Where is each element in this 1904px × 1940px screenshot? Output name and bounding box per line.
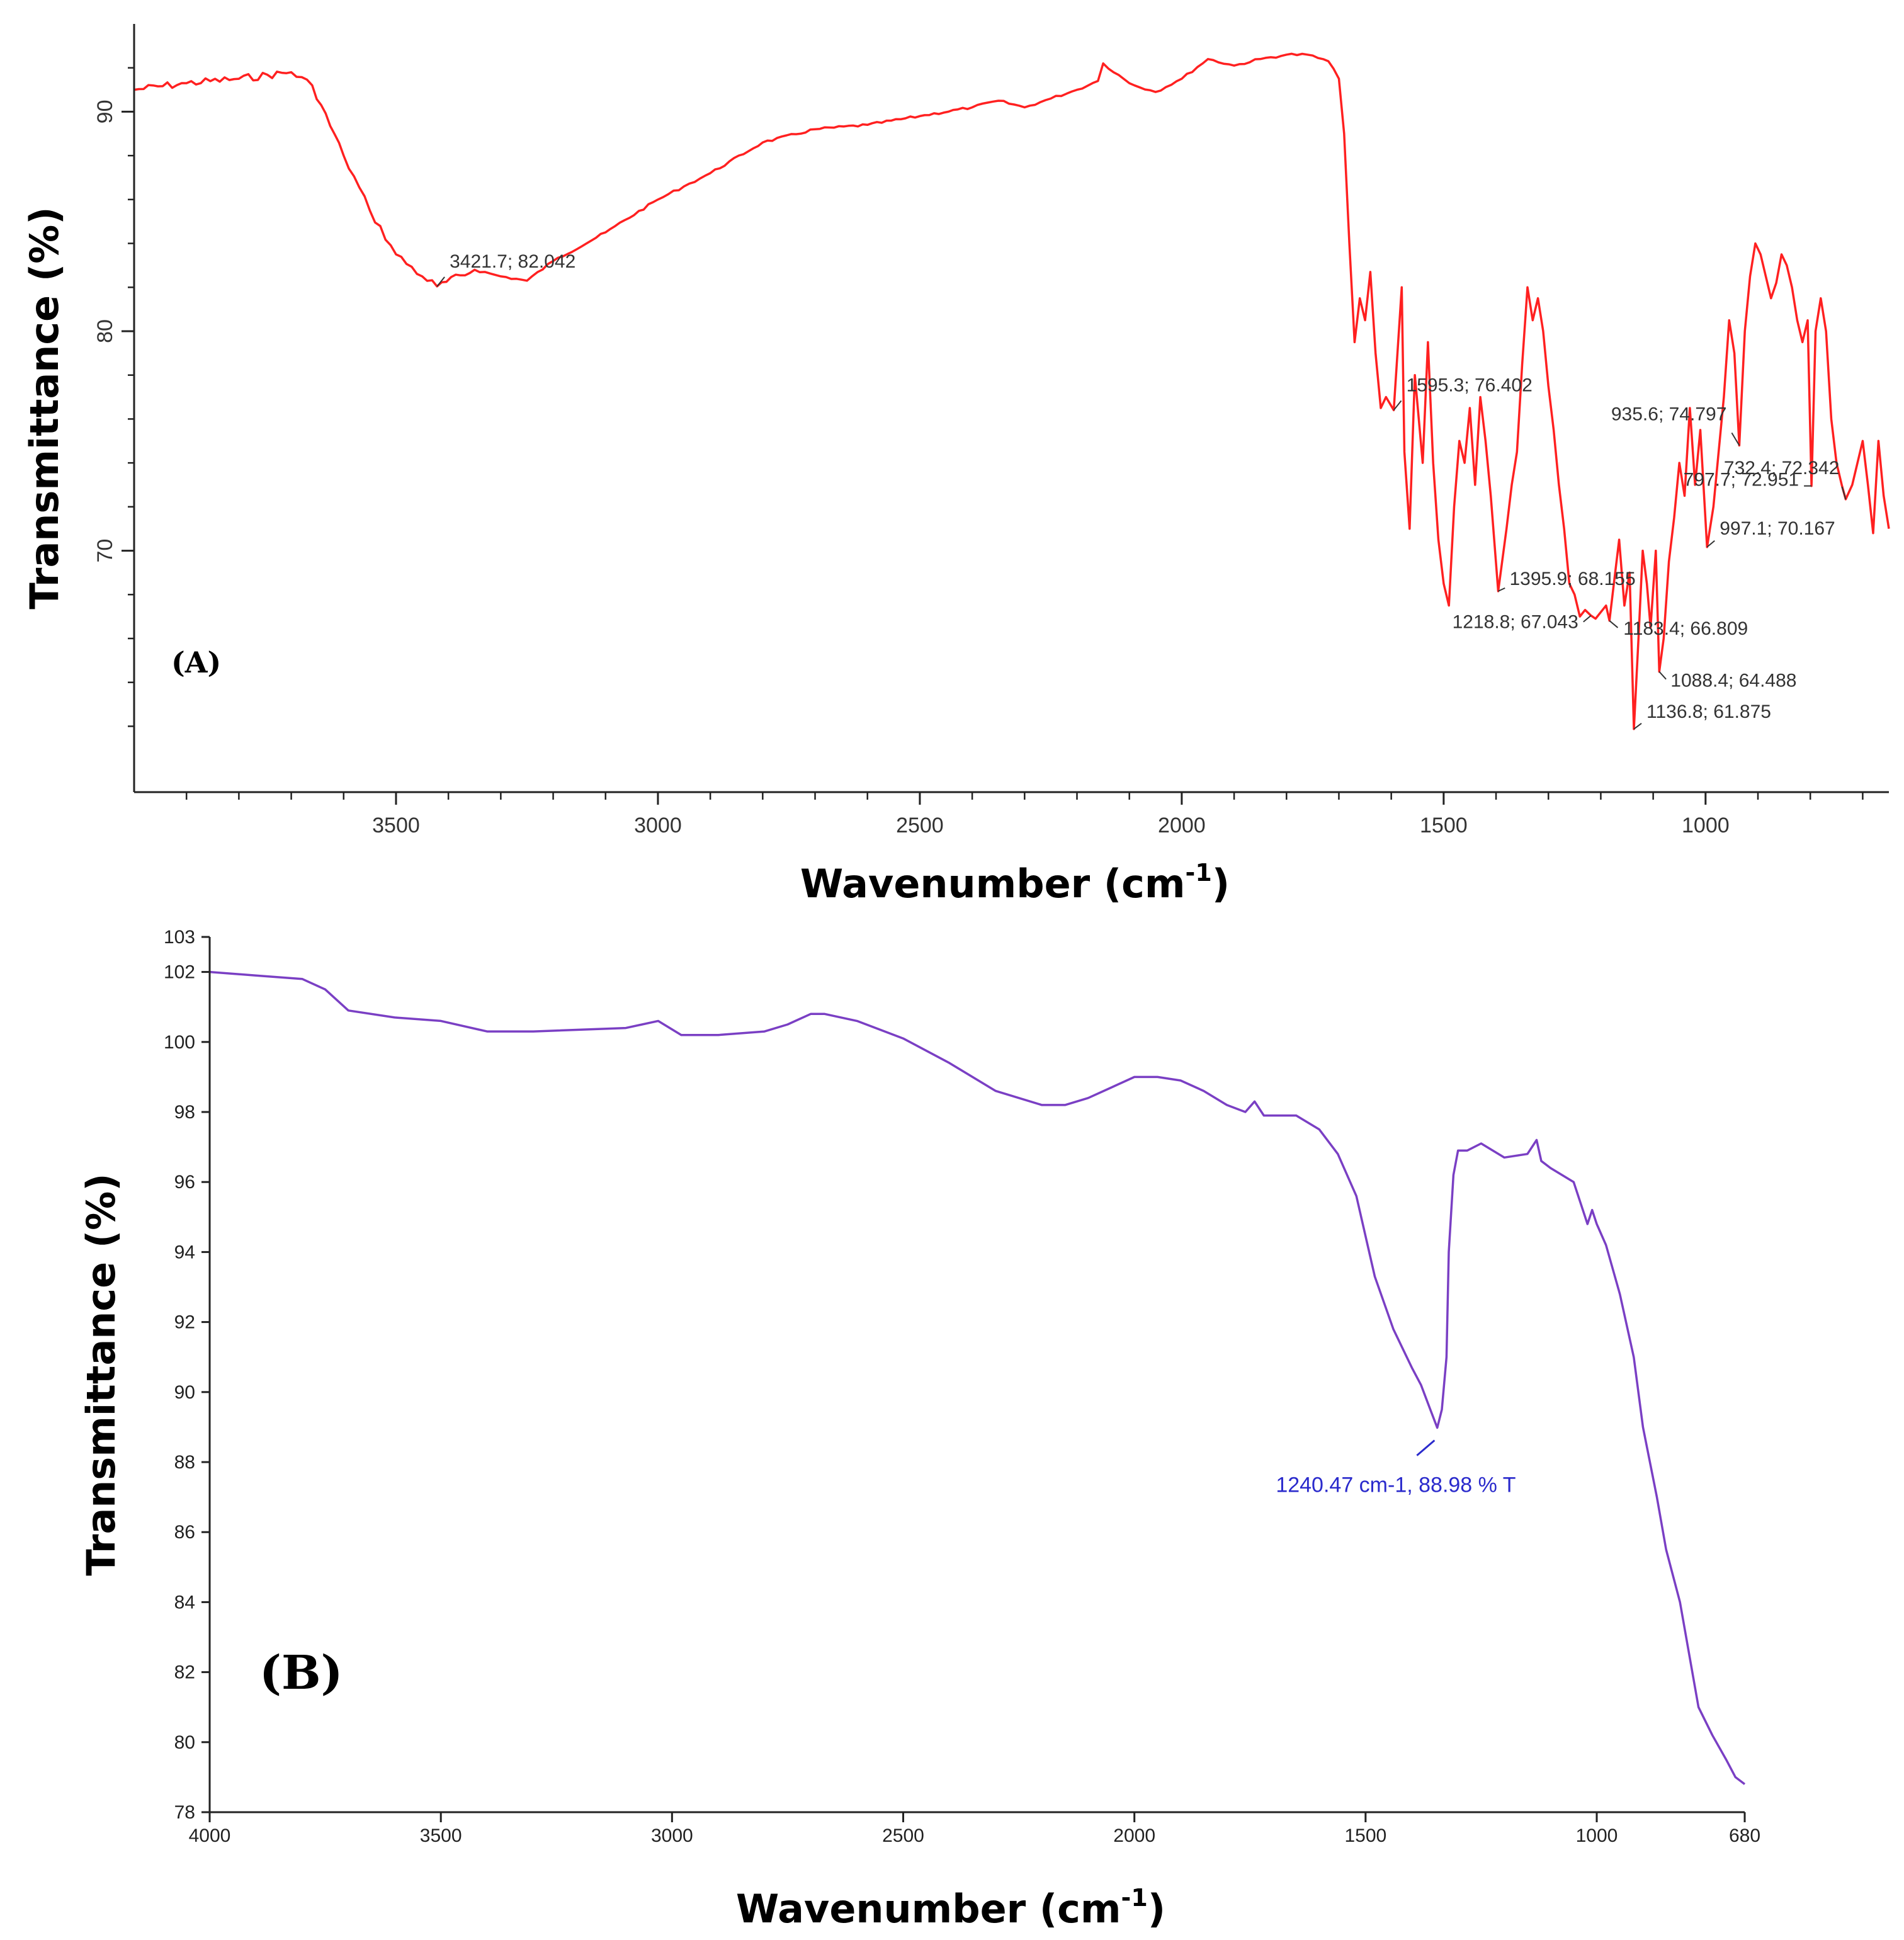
panel-b-spectrum-line xyxy=(209,970,1746,1785)
panel-b-annotation-leader xyxy=(1416,1439,1436,1456)
panel-a-label: (A) xyxy=(171,645,221,679)
panel-b-y-tick-label: 80 xyxy=(174,1732,195,1753)
panel-a-x-tick-label: 1500 xyxy=(1420,814,1468,837)
panel-a-y-label: Transmittance (%) xyxy=(21,207,67,609)
panel-a-annotation-leader xyxy=(1658,671,1667,680)
panel-b-x-tick-label: 680 xyxy=(1729,1825,1760,1846)
panel-a-annotations: 3421.7; 82.042 1595.3; 76.402 1395.9; 68.1… xyxy=(436,251,1847,730)
panel-a-x-tick-label: 3500 xyxy=(372,814,420,837)
panel-b-x-tick-label: 3000 xyxy=(651,1825,693,1846)
panel-a-y-tick-label: 80 xyxy=(93,319,117,343)
panel-a-peak-annotation: 732.4; 72.342 xyxy=(1724,458,1840,479)
panel-b-x-label-sup: -1 xyxy=(1121,1884,1148,1912)
panel-a-peak-annotation: 1136.8; 61.875 xyxy=(1646,701,1771,722)
panel-a-annotation-leader xyxy=(1731,432,1740,446)
panel-b-y-tick-label: 82 xyxy=(174,1662,195,1683)
panel-b-x-tick-label: 4000 xyxy=(189,1825,231,1846)
panel-b-x-label: Wavenumber (cm-1) xyxy=(736,1884,1165,1932)
panel-a-annotation-leader xyxy=(1583,615,1592,623)
panel-b-y-tick-label: 103 xyxy=(164,927,195,948)
panel-b-y-tick-label: 102 xyxy=(164,962,195,983)
panel-b: 4000 3500 3000 2500 2000 1500 1000 680 78 80 82 84 8… xyxy=(78,927,1760,1932)
panel-b-y-tick-label: 78 xyxy=(174,1802,195,1823)
panel-b-x-tick-label: 1500 xyxy=(1344,1825,1386,1846)
panel-b-x-label-main: Wavenumber (cm xyxy=(736,1886,1121,1932)
panel-a-peak-annotation: 935.6; 74.797 xyxy=(1611,404,1727,424)
panel-b-label: (B) xyxy=(259,1646,343,1700)
panel-a-x-label-close: ) xyxy=(1212,861,1230,907)
panel-b-y-tick-label: 84 xyxy=(174,1592,195,1613)
panel-a-x-tick-label: 2000 xyxy=(1158,814,1206,837)
panel-a-peak-annotation: 1218.8; 67.043 xyxy=(1453,612,1578,633)
panel-a-annotation-leader xyxy=(1609,620,1619,628)
panel-b-y-tick-label: 90 xyxy=(174,1382,195,1403)
panel-a-peak-annotation: 1595.3; 76.402 xyxy=(1407,375,1533,395)
panel-a-x-tick-label: 1000 xyxy=(1682,814,1730,837)
panel-a-x-tick-label: 2500 xyxy=(896,814,944,837)
panel-a-annotation-leader xyxy=(1498,587,1505,592)
panel-a-x-tick-label: 3000 xyxy=(634,814,682,837)
panel-a-spectrum-line xyxy=(133,52,1890,730)
panel-a-peak-annotation: 3421.7; 82.042 xyxy=(450,251,575,272)
panel-b-ticks: 4000 3500 3000 2500 2000 1500 1000 680 78 80 82 84 8… xyxy=(164,927,1760,1846)
panel-b-y-tick-label: 98 xyxy=(174,1102,195,1123)
panel-b-y-tick-label: 96 xyxy=(174,1172,195,1193)
panel-a-x-label-sup: -1 xyxy=(1186,859,1212,887)
panel-a-y-tick-label: 90 xyxy=(93,100,117,124)
panel-b-y-tick-label: 92 xyxy=(174,1312,195,1333)
panel-a-annotation-leader xyxy=(1633,722,1642,730)
panel-a-y-tick-label: 70 xyxy=(93,539,117,563)
panel-b-peak-annotation: 1240.47 cm-1, 88.98 % T xyxy=(1276,1473,1516,1497)
panel-a-x-label: Wavenumber (cm-1) xyxy=(800,859,1230,907)
panel-a-peak-annotation: 1395.9; 68.155 xyxy=(1509,569,1635,589)
panel-a-x-label-main: Wavenumber (cm xyxy=(800,861,1186,907)
panel-a-peak-annotation: 1183.4; 66.809 xyxy=(1623,618,1748,639)
panel-a-peak-annotation: 797.7; 72.951 xyxy=(1684,470,1799,491)
panel-b-y-tick-label: 100 xyxy=(164,1032,195,1053)
panel-b-y-tick-label: 88 xyxy=(174,1452,195,1473)
panel-a-peak-annotation: 997.1; 70.167 xyxy=(1720,518,1835,539)
panel-b-x-tick-label: 3500 xyxy=(420,1825,462,1846)
panel-b-y-tick-label: 86 xyxy=(174,1522,195,1543)
panel-a-annotation-leader xyxy=(1393,400,1402,411)
panel-b-y-label: Transmittance (%) xyxy=(78,1173,124,1575)
panel-a: 3500 3000 2500 2000 1500 1000 70 80 90 3421.7; 8… xyxy=(21,24,1890,907)
panel-b-x-tick-label: 2500 xyxy=(882,1825,924,1846)
panel-a-annotation-leader xyxy=(1706,540,1715,548)
panel-a-ticks: 3500 3000 2500 2000 1500 1000 70 80 90 xyxy=(93,67,1864,837)
panel-b-annotations: 1240.47 cm-1, 88.98 % T xyxy=(1276,1439,1516,1497)
panel-a-peak-annotation: 1088.4; 64.488 xyxy=(1670,671,1796,691)
panel-b-x-tick-label: 1000 xyxy=(1576,1825,1618,1846)
panel-a-annotation-leader xyxy=(436,276,445,287)
panel-b-y-tick-label: 94 xyxy=(174,1242,195,1262)
panel-b-x-tick-label: 2000 xyxy=(1113,1825,1155,1846)
panel-a-annotation-leader xyxy=(1841,486,1847,500)
panel-b-x-label-close: ) xyxy=(1148,1886,1165,1932)
